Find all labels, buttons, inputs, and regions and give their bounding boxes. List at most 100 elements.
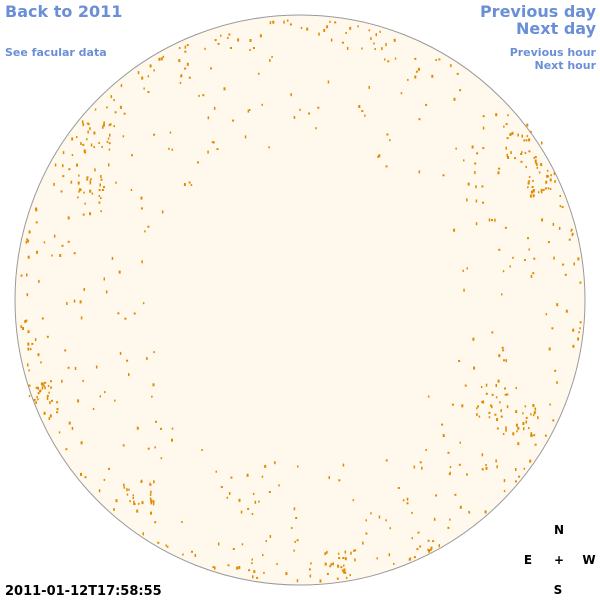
facula <box>78 190 80 193</box>
facula <box>249 49 251 51</box>
facular-data-link[interactable]: See facular data <box>5 46 107 59</box>
facula <box>80 142 82 145</box>
facula <box>130 189 133 191</box>
facula <box>532 194 535 198</box>
facula <box>524 405 527 408</box>
facula <box>33 398 36 401</box>
facula <box>559 205 562 208</box>
facula <box>67 240 70 243</box>
facula <box>204 47 206 50</box>
facula <box>500 415 503 418</box>
facula <box>553 256 555 260</box>
facula <box>154 521 157 524</box>
facula <box>136 426 139 430</box>
facula <box>415 70 418 73</box>
facula <box>269 21 272 25</box>
facula <box>227 36 229 39</box>
facula <box>95 365 98 369</box>
facula <box>365 519 367 522</box>
facula <box>564 273 567 276</box>
facula <box>77 399 80 403</box>
facula <box>504 387 506 390</box>
facula <box>142 302 145 305</box>
facula <box>498 354 501 358</box>
facula <box>521 151 523 154</box>
facula <box>151 395 153 398</box>
facula <box>253 570 256 574</box>
facula <box>120 84 123 88</box>
facula <box>169 131 172 134</box>
compass-south: S <box>554 583 563 597</box>
facula <box>89 180 92 183</box>
next-hour-link[interactable]: Next hour <box>535 59 597 72</box>
facula <box>336 577 339 580</box>
facula <box>471 145 474 149</box>
facula <box>178 47 181 49</box>
facula <box>330 563 333 566</box>
facula <box>131 154 133 157</box>
facula <box>515 468 517 471</box>
facula <box>418 67 420 71</box>
facula <box>572 344 575 348</box>
next-day-link[interactable]: Next day <box>516 19 597 38</box>
facula <box>117 312 120 315</box>
facula <box>530 413 532 416</box>
facula <box>541 141 543 145</box>
facula <box>485 383 488 387</box>
facula <box>501 293 503 296</box>
facula <box>171 148 173 151</box>
timestamp: 2011-01-12T17:58:55 <box>5 584 162 599</box>
facula <box>433 517 436 521</box>
facula <box>230 47 232 49</box>
facula <box>509 265 511 268</box>
facula <box>47 385 50 387</box>
facula <box>578 331 580 334</box>
facula <box>27 342 30 346</box>
facula <box>113 125 115 128</box>
facula <box>102 123 105 127</box>
facula <box>509 133 512 136</box>
facula <box>527 181 530 185</box>
facula <box>133 500 135 504</box>
facula <box>228 33 231 36</box>
facula <box>36 250 38 254</box>
facula <box>141 501 144 505</box>
facula <box>138 502 140 505</box>
facula <box>183 183 186 186</box>
facula <box>251 513 254 515</box>
facula <box>475 185 477 189</box>
previous-day-link[interactable]: Previous day <box>480 2 597 21</box>
facula <box>474 171 476 175</box>
facula <box>497 171 500 175</box>
facula <box>147 75 150 78</box>
facula <box>495 459 497 463</box>
facula <box>265 540 267 543</box>
facula <box>354 558 356 562</box>
facula <box>67 366 70 369</box>
facula <box>385 43 387 47</box>
facula <box>532 404 535 407</box>
previous-hour-link[interactable]: Previous hour <box>510 46 597 59</box>
back-link[interactable]: Back to 2011 <box>5 2 122 21</box>
facula <box>160 427 162 430</box>
facula <box>475 222 478 226</box>
facula <box>296 579 299 583</box>
facula <box>51 399 53 402</box>
facula <box>186 62 189 66</box>
facula <box>37 353 40 357</box>
facula <box>530 190 533 194</box>
facula <box>453 97 456 101</box>
facula <box>527 237 529 240</box>
facula <box>41 317 44 320</box>
facula <box>385 165 388 168</box>
facula <box>503 490 506 493</box>
facula <box>515 480 517 483</box>
facula <box>108 148 111 151</box>
facula <box>108 142 111 145</box>
facula <box>82 124 85 127</box>
facula <box>554 369 557 372</box>
facula <box>544 187 547 190</box>
facula <box>46 396 49 400</box>
facula <box>162 55 165 58</box>
facula <box>525 416 528 419</box>
